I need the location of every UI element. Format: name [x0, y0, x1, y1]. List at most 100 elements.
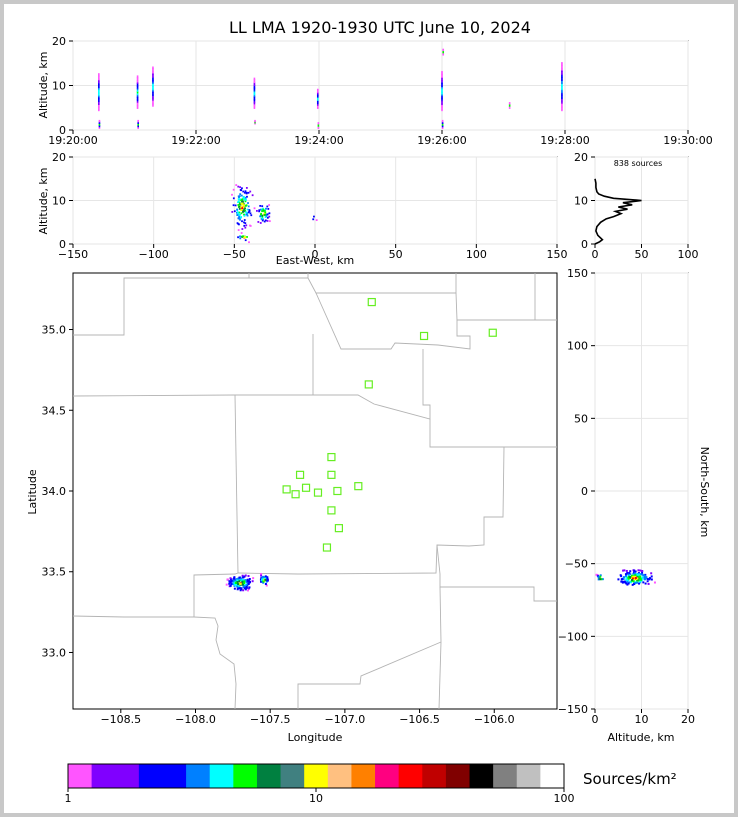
- time-height-source-point: [561, 98, 563, 101]
- height-ns-source-point: [622, 576, 625, 579]
- time-height-source-point: [561, 99, 563, 103]
- time-height-source-point: [441, 93, 443, 97]
- time-height-source-point: [253, 94, 256, 97]
- time-height-source-point: [136, 98, 139, 102]
- altitude-histogram-y-tick-label: 20: [574, 151, 588, 164]
- height-ns-source-point: [634, 573, 637, 576]
- time-height-source-point: [561, 89, 563, 92]
- plan-view-source-point: [260, 580, 263, 583]
- plan-view-source-point: [247, 587, 250, 590]
- height-ns-source-point: [648, 577, 651, 580]
- time-height-source-point: [441, 77, 443, 80]
- time-height-source-point: [561, 108, 563, 112]
- ew-height-source-point: [238, 223, 240, 226]
- ew-height-source-point: [240, 212, 243, 215]
- time-height-source-point: [98, 119, 101, 123]
- ew-height-y-ticks: 0 10 20: [52, 151, 73, 251]
- height-ns-source-point: [629, 576, 632, 579]
- ew-height-source-point: [232, 204, 235, 207]
- plan-view-source-point: [246, 583, 249, 586]
- time-height-source-point: [253, 82, 256, 85]
- ew-height-source-point: [268, 212, 271, 215]
- time-height-source-point: [561, 72, 563, 76]
- time-height-source-point: [442, 48, 445, 52]
- plan-view-source-point: [238, 580, 241, 583]
- ew-height-source-point: [268, 220, 271, 223]
- time-height-source-point: [98, 107, 100, 110]
- time-height-source-point: [98, 126, 101, 129]
- colorbar-tick-label: 10: [309, 792, 323, 805]
- time-height-source-point: [98, 84, 100, 87]
- plan-view-x-tick-label: −107.0: [325, 713, 366, 726]
- height-ns-source-point: [597, 575, 600, 578]
- time-height-source-point: [254, 119, 256, 123]
- time-height-source-point: [561, 78, 563, 82]
- plan-view-source-point: [234, 579, 237, 582]
- plan-view-source-point: [230, 583, 233, 586]
- height-ns-source-point: [600, 578, 603, 581]
- time-height-source-point: [152, 84, 154, 88]
- colorbar-cell: [398, 764, 423, 788]
- plan-view-source-point: [234, 581, 237, 584]
- time-height-source-point: [441, 108, 443, 112]
- plan-view-x-tick-label: −108.5: [100, 713, 141, 726]
- time-height-source-point: [441, 105, 443, 109]
- time-height-source-point: [441, 101, 443, 104]
- time-height-source-point: [136, 95, 139, 99]
- ew-height-source-point: [261, 205, 264, 208]
- plan-view-source-point: [243, 587, 246, 590]
- time-height-source-point: [152, 96, 154, 100]
- lma-stations: [282, 297, 497, 552]
- ew-height-source-point: [240, 203, 243, 205]
- ew-height-source-point: [249, 224, 251, 227]
- time-height-source-point: [98, 93, 100, 96]
- time-height-source-point: [561, 81, 563, 85]
- time-height-source-point: [98, 90, 100, 93]
- time-height-source-point: [136, 106, 139, 109]
- height-ns-source-point: [636, 578, 639, 581]
- height-ns-source-point: [631, 578, 634, 581]
- ew-height-source-point: [242, 207, 244, 210]
- time-height-source-point: [316, 93, 319, 97]
- ew-height-source-point: [242, 190, 245, 193]
- time-height-source-point: [152, 87, 154, 91]
- height-ns-source-point: [622, 580, 625, 583]
- height-ns-source-point: [623, 580, 626, 583]
- plan-view-source-point: [236, 579, 239, 582]
- lma-station-marker: [322, 543, 332, 552]
- height-ns-source-point: [621, 578, 624, 581]
- ew-height-source-point: [232, 188, 235, 191]
- colorbar-cell: [304, 764, 329, 788]
- plan-view-xlabel: Longitude: [288, 731, 343, 744]
- ew-height-source-point: [259, 222, 262, 224]
- plan-view-x-tick-label: −106.0: [474, 713, 515, 726]
- lma-station-marker: [354, 482, 363, 491]
- plan-view-source-point: [246, 578, 249, 581]
- colorbar-cell: [186, 764, 211, 788]
- plan-view-source-point: [262, 575, 265, 578]
- plan-view-source-point: [240, 578, 243, 581]
- height-ns-source-point: [644, 582, 647, 585]
- plan-view-y-ticks: 33.0 33.5 34.0 34.5 35.0: [42, 324, 73, 659]
- ew-height-source-point: [238, 195, 241, 198]
- height-ns-source-point: [633, 569, 636, 572]
- height-ns-source-point: [634, 577, 637, 580]
- ew-height-source-point: [246, 236, 248, 238]
- time-height-source-point: [152, 74, 154, 77]
- time-height-source-point: [316, 103, 319, 106]
- plan-view-source-point: [239, 577, 242, 580]
- time-height-source-point: [98, 74, 100, 78]
- ew-height-source-point: [245, 198, 247, 201]
- ew-height-source-point: [236, 211, 239, 214]
- height-ns-source-point: [626, 572, 629, 575]
- colorbar-label: Sources/km²: [583, 770, 677, 788]
- time-height-source-point: [253, 97, 256, 100]
- height-ns-source-point: [637, 569, 640, 572]
- plan-view-source-point: [238, 587, 241, 590]
- height-ns-source-point: [641, 570, 644, 573]
- time-height-source-point: [253, 95, 256, 99]
- altitude-histogram-x-ticks: 0 50 100: [592, 244, 699, 261]
- ew-height-y-tick-label: 10: [52, 195, 66, 208]
- plan-view-y-tick-label: 33.5: [42, 566, 67, 579]
- height-ns-source-point: [642, 574, 645, 577]
